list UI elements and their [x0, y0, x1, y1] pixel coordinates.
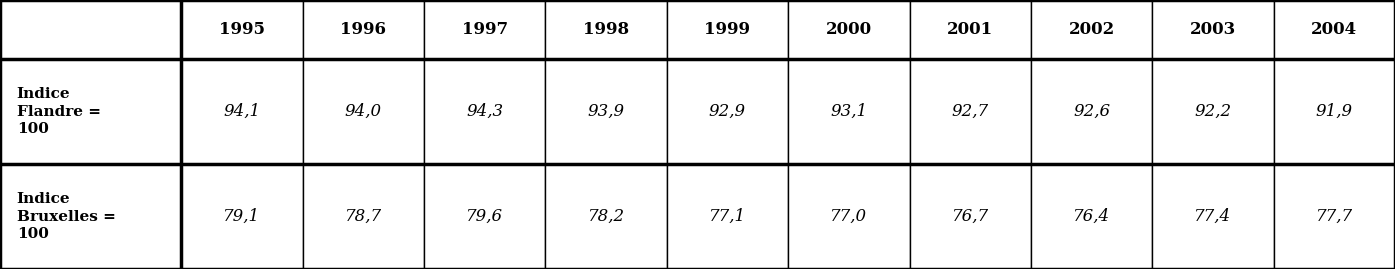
Text: 79,1: 79,1: [223, 208, 261, 225]
Text: 77,7: 77,7: [1315, 208, 1353, 225]
Bar: [1152, 0, 1274, 59]
Bar: [667, 164, 788, 269]
Text: 1999: 1999: [704, 21, 751, 38]
Bar: [545, 0, 667, 59]
Text: 1998: 1998: [583, 21, 629, 38]
Bar: [788, 59, 910, 164]
Bar: [424, 0, 545, 59]
Bar: [181, 59, 303, 164]
Text: 92,6: 92,6: [1073, 103, 1110, 120]
Bar: [1274, 164, 1395, 269]
Bar: [1274, 59, 1395, 164]
Text: 2004: 2004: [1311, 21, 1357, 38]
Bar: [0, 59, 181, 164]
Text: 2003: 2003: [1190, 21, 1236, 38]
Bar: [1152, 59, 1274, 164]
Bar: [424, 59, 545, 164]
Bar: [1274, 0, 1395, 59]
Text: Indice
Bruxelles =
100: Indice Bruxelles = 100: [17, 192, 116, 241]
Bar: [545, 59, 667, 164]
Text: 93,9: 93,9: [587, 103, 625, 120]
Bar: [424, 164, 545, 269]
Bar: [788, 164, 910, 269]
Bar: [1031, 0, 1152, 59]
Text: 2000: 2000: [826, 21, 872, 38]
Text: 94,1: 94,1: [223, 103, 261, 120]
Bar: [303, 164, 424, 269]
Bar: [303, 0, 424, 59]
Bar: [181, 164, 303, 269]
Text: 77,4: 77,4: [1194, 208, 1232, 225]
Text: 2001: 2001: [947, 21, 993, 38]
Bar: [1031, 164, 1152, 269]
Text: 78,7: 78,7: [345, 208, 382, 225]
Bar: [667, 0, 788, 59]
Bar: [0, 0, 181, 59]
Bar: [1152, 164, 1274, 269]
Text: 93,1: 93,1: [830, 103, 868, 120]
Bar: [1031, 59, 1152, 164]
Text: 91,9: 91,9: [1315, 103, 1353, 120]
Text: 79,6: 79,6: [466, 208, 504, 225]
Bar: [181, 0, 303, 59]
Text: 2002: 2002: [1069, 21, 1115, 38]
Text: 94,3: 94,3: [466, 103, 504, 120]
Bar: [0, 164, 181, 269]
Text: 92,2: 92,2: [1194, 103, 1232, 120]
Text: 94,0: 94,0: [345, 103, 382, 120]
Bar: [910, 164, 1031, 269]
Bar: [545, 164, 667, 269]
Text: 77,1: 77,1: [709, 208, 746, 225]
Bar: [910, 0, 1031, 59]
Text: 77,0: 77,0: [830, 208, 868, 225]
Bar: [667, 59, 788, 164]
Text: 76,4: 76,4: [1073, 208, 1110, 225]
Text: 92,7: 92,7: [951, 103, 989, 120]
Bar: [910, 59, 1031, 164]
Text: 1996: 1996: [340, 21, 386, 38]
Bar: [788, 0, 910, 59]
Bar: [303, 59, 424, 164]
Text: 76,7: 76,7: [951, 208, 989, 225]
Text: Indice
Flandre =
100: Indice Flandre = 100: [17, 87, 100, 136]
Text: 1997: 1997: [462, 21, 508, 38]
Text: 92,9: 92,9: [709, 103, 746, 120]
Text: 78,2: 78,2: [587, 208, 625, 225]
Text: 1995: 1995: [219, 21, 265, 38]
